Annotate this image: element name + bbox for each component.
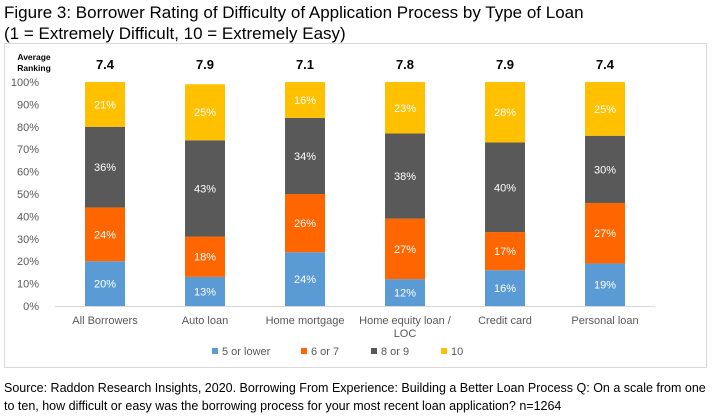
bar-segment <box>185 140 225 237</box>
data-label: 23% <box>394 103 416 115</box>
data-label: 30% <box>594 164 616 176</box>
legend-swatch <box>441 348 447 354</box>
bar-segment <box>585 135 625 203</box>
legend-label: 10 <box>451 346 463 358</box>
legend-swatch <box>212 348 218 354</box>
y-tick-label: 40% <box>17 211 39 223</box>
data-label: 12% <box>394 288 416 300</box>
data-label: 38% <box>394 171 416 183</box>
y-tick-label: 0% <box>23 301 39 313</box>
data-label: 13% <box>194 286 216 298</box>
bar-segment <box>285 194 325 253</box>
average-ranking-value: 7.4 <box>596 57 615 72</box>
bar-segment <box>485 142 525 233</box>
data-label: 25% <box>594 104 616 116</box>
y-tick-label: 50% <box>17 189 39 201</box>
data-label: 16% <box>494 283 516 295</box>
data-label: 26% <box>294 218 316 230</box>
x-category-label: Personal loan <box>571 315 638 327</box>
bar-segment <box>285 117 325 194</box>
bar-segment <box>485 232 525 271</box>
average-ranking-value: 7.9 <box>196 57 214 72</box>
data-label: 17% <box>494 246 516 258</box>
data-label: 16% <box>294 95 316 107</box>
average-ranking-value: 7.8 <box>396 57 414 72</box>
figure-title-line-2: (1 = Extremely Difficult, 10 = Extremely… <box>4 24 346 43</box>
average-ranking-value: 7.4 <box>96 57 115 72</box>
data-label: 24% <box>94 229 116 241</box>
data-label: 24% <box>294 274 316 286</box>
bar-segment <box>385 82 425 134</box>
bar-segment <box>85 82 125 127</box>
data-label: 18% <box>194 252 216 264</box>
figure-title: Figure 3: Borrower Rating of Difficulty … <box>4 2 584 44</box>
x-category-label: Credit card <box>478 315 532 327</box>
data-label: 27% <box>594 228 616 240</box>
legend-label: 6 or 7 <box>311 346 339 358</box>
data-label: 25% <box>194 107 216 119</box>
bar-segment <box>585 82 625 136</box>
average-ranking-header: Average <box>17 52 51 62</box>
bar-segment <box>385 218 425 280</box>
bar-segment <box>85 126 125 208</box>
y-tick-label: 90% <box>17 99 39 111</box>
data-label: 28% <box>494 107 516 119</box>
y-tick-label: 100% <box>11 77 39 89</box>
bar-segment <box>385 279 425 306</box>
data-label: 36% <box>94 162 116 174</box>
data-label: 43% <box>194 183 216 195</box>
data-label: 21% <box>94 99 116 111</box>
bar-segment <box>285 252 325 306</box>
data-label: 20% <box>94 279 116 291</box>
bar-segment <box>585 263 625 306</box>
figure-title-line-1: Figure 3: Borrower Rating of Difficulty … <box>4 3 584 22</box>
bar-segment <box>185 236 225 277</box>
average-ranking-header: Ranking <box>17 63 51 73</box>
x-category-label: Home equity loan / <box>359 315 452 327</box>
y-tick-label: 70% <box>17 144 39 156</box>
average-ranking-value: 7.1 <box>296 57 314 72</box>
legend-label: 5 or lower <box>222 346 271 358</box>
bar-segment <box>285 82 325 118</box>
source-note: Source: Raddon Research Insights, 2020. … <box>4 381 706 413</box>
stacked-bar-chart: 0% 10% 20% 30% 40% 50% 60% 70% 80% 90% 100% Average… <box>11 52 655 358</box>
x-category-label: Home mortgage <box>266 315 345 327</box>
data-label: 19% <box>594 280 616 292</box>
legend-swatch <box>301 348 307 354</box>
y-tick-label: 60% <box>17 167 39 179</box>
y-tick-label: 30% <box>17 234 39 246</box>
bar-segment <box>185 84 225 141</box>
bar-segment <box>485 82 525 143</box>
data-label: 27% <box>394 244 416 256</box>
x-category-label: Auto loan <box>182 315 228 327</box>
x-category-label: LOC <box>394 328 417 340</box>
data-label: 40% <box>494 182 516 194</box>
y-tick-label: 10% <box>17 279 39 291</box>
y-tick-label: 20% <box>17 256 39 268</box>
bar-segment <box>85 261 125 306</box>
bar-segment <box>585 202 625 264</box>
bar-segment <box>185 276 225 306</box>
legend-swatch <box>371 348 377 354</box>
data-label: 34% <box>294 151 316 163</box>
legend-label: 8 or 9 <box>381 346 409 358</box>
bar-segment <box>85 207 125 262</box>
x-category-label: All Borrowers <box>72 315 138 327</box>
average-ranking-value: 7.9 <box>496 57 514 72</box>
bar-segment <box>485 270 525 306</box>
chart-frame <box>4 43 707 368</box>
bar-segment <box>385 133 425 219</box>
y-tick-label: 80% <box>17 122 39 134</box>
